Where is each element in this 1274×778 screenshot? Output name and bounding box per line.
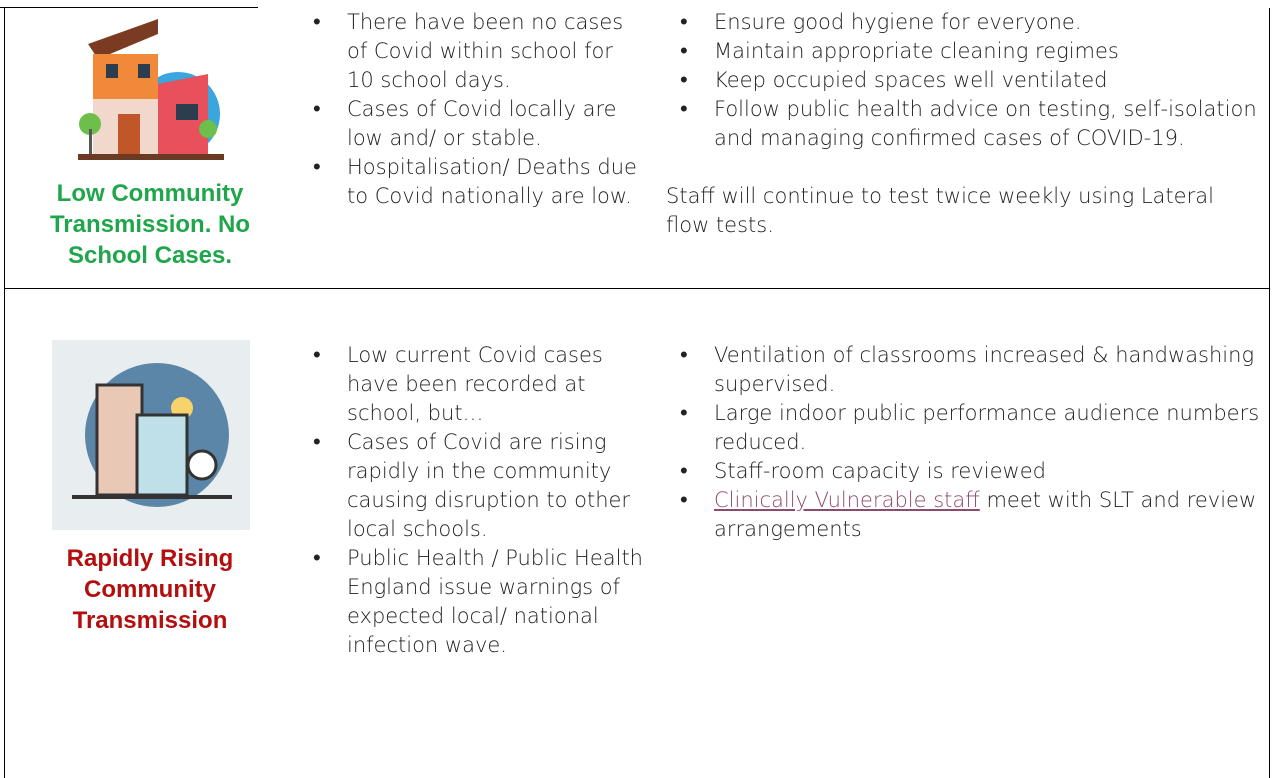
level-label: Rapidly Rising Community Transmission (66, 545, 234, 634)
city-icon (52, 340, 250, 530)
rule (1269, 8, 1270, 778)
rule (4, 8, 5, 778)
condition: Cases of Covid are rising rapidly in the… (313, 428, 643, 544)
condition: Low current Covid cases have been record… (313, 341, 643, 428)
link[interactable]: Clinically Vulnerable staff (714, 488, 980, 512)
level-label: Low Community Transmission. No School Ca… (49, 180, 251, 269)
action: Large indoor public performance audience… (680, 399, 1260, 457)
action: Ventilation of classrooms increased & ha… (680, 341, 1260, 399)
action: Staff-room capacity is reviewed (680, 457, 1260, 486)
conditions: There have been no cases of Covid within… (313, 8, 643, 211)
actions: Ventilation of classrooms increased & ha… (680, 341, 1260, 544)
action: Keep occupied spaces well ventilated (680, 66, 1260, 95)
house-icon (78, 19, 224, 160)
condition: There have been no cases of Covid within… (313, 8, 643, 95)
action: Ensure good hygiene for everyone. (680, 8, 1260, 37)
condition: Cases of Covid locally are low and/ or s… (313, 95, 643, 153)
conditions: Low current Covid cases have been record… (313, 341, 643, 660)
note: Staff will continue to test twice weekly… (666, 184, 1214, 237)
rule (0, 7, 258, 8)
condition: Public Health / Public Health England is… (313, 544, 643, 660)
action: Clinically Vulnerable staff meet with SL… (680, 486, 1260, 544)
action-text: meet with SLT and review arrangements (714, 488, 1257, 541)
rule (4, 288, 1270, 289)
condition: Hospitalisation/ Deaths due to Covid nat… (313, 153, 643, 211)
actions: Ensure good hygiene for everyone.Maintai… (666, 8, 1260, 240)
action: Maintain appropriate cleaning regimes (680, 37, 1260, 66)
action: Follow public health advice on testing, … (680, 95, 1260, 153)
